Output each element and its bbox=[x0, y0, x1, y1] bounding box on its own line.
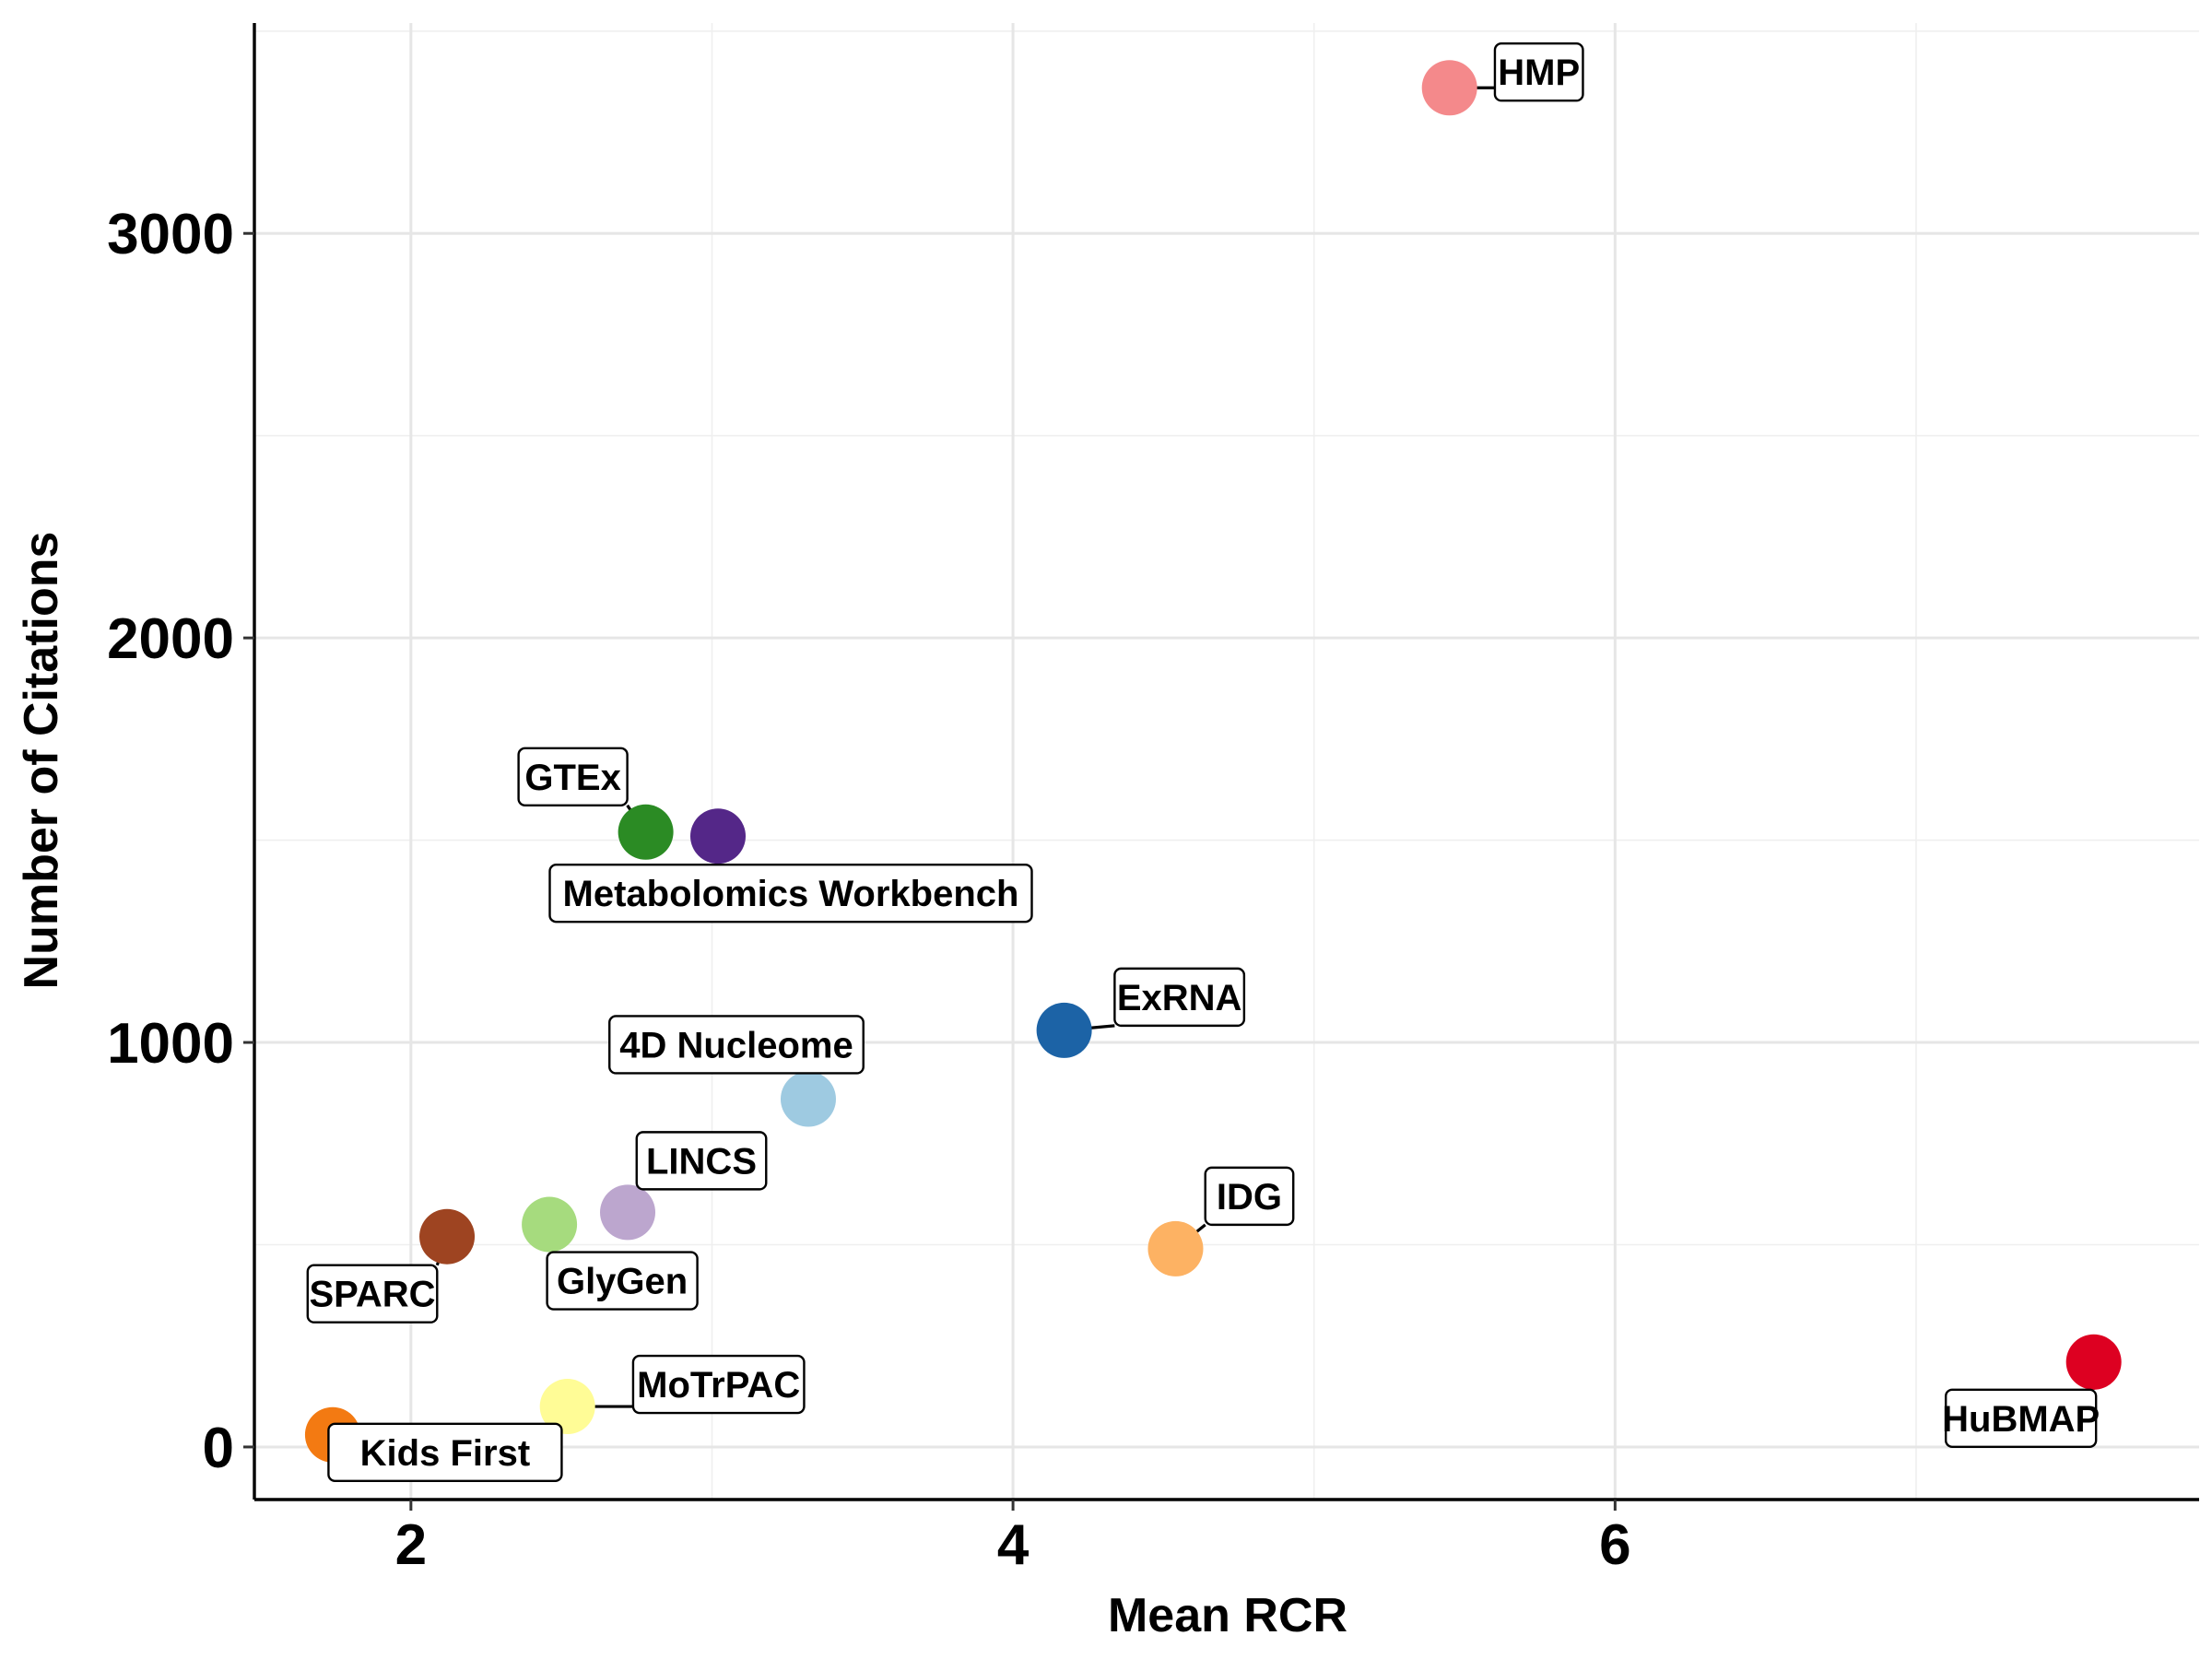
label-text-lincs: LINCS bbox=[646, 1141, 757, 1182]
x-axis-title: Mean RCR bbox=[1108, 1589, 1347, 1642]
label-box-glygen bbox=[546, 1251, 699, 1311]
point-motrpac bbox=[539, 1379, 595, 1435]
point-sparc bbox=[419, 1208, 476, 1265]
label-text-sparc: SPARC bbox=[310, 1275, 436, 1315]
label-exrna: ExRNA bbox=[1113, 967, 1246, 1028]
point-lincs bbox=[600, 1184, 656, 1241]
label-glygen: GlyGen bbox=[546, 1251, 699, 1311]
point-exrna bbox=[1036, 1002, 1092, 1058]
label-text-glygen: GlyGen bbox=[557, 1262, 688, 1302]
label-box-motrpac bbox=[631, 1354, 806, 1415]
x-tick-label: 2 bbox=[395, 1513, 427, 1577]
label-text-kids-first: Kids First bbox=[360, 1433, 530, 1474]
point-glygen bbox=[522, 1196, 578, 1253]
point-hmp bbox=[1421, 60, 1477, 116]
label-text-hubmap: HuBMAP bbox=[1942, 1399, 2100, 1440]
point-labels: HMP GTEx Metabolomics Workbench ExRNA 4D Nuc… bbox=[306, 42, 2100, 1482]
point-gtex bbox=[618, 804, 674, 860]
point-idg bbox=[1147, 1220, 1204, 1277]
axes: 2 4 6 0 1000 2000 3000 bbox=[107, 23, 2199, 1577]
point-4d-nucleome bbox=[780, 1071, 836, 1127]
label-idg: IDG bbox=[1204, 1166, 1295, 1227]
label-hmp: HMP bbox=[1493, 42, 1584, 102]
x-tick-label: 4 bbox=[997, 1513, 1030, 1577]
label-text-gtex: GTEx bbox=[524, 758, 620, 798]
label-kids-first: Kids First bbox=[327, 1422, 563, 1482]
point-metabolomics-workbench bbox=[690, 808, 747, 865]
y-tick-label: 0 bbox=[203, 1417, 234, 1480]
y-axis-title: Number of Citations bbox=[15, 532, 68, 990]
label-lincs: LINCS bbox=[635, 1131, 768, 1191]
label-box-exrna bbox=[1113, 967, 1246, 1028]
label-hubmap: HuBMAP bbox=[1942, 1388, 2100, 1448]
label-box-idg bbox=[1204, 1166, 1295, 1227]
label-gtex: GTEx bbox=[517, 747, 629, 807]
label-metabolomics-workbench: Metabolomics Workbench bbox=[548, 863, 1033, 924]
y-tick-label: 3000 bbox=[107, 203, 234, 266]
label-text-metabolomics-workbench: Metabolomics Workbench bbox=[563, 874, 1019, 914]
point-hubmap bbox=[2065, 1334, 2122, 1390]
label-box-kids-first bbox=[327, 1422, 563, 1482]
label-box-gtex bbox=[517, 747, 629, 807]
label-box-lincs bbox=[635, 1131, 768, 1191]
label-box-hubmap bbox=[1944, 1388, 2098, 1448]
label-text-hmp: HMP bbox=[1498, 53, 1580, 93]
grid bbox=[254, 23, 2199, 1500]
label-sparc: SPARC bbox=[306, 1264, 439, 1324]
x-tick-label: 6 bbox=[1599, 1513, 1630, 1577]
label-motrpac: MoTrPAC bbox=[631, 1354, 806, 1415]
label-4d-nucleome: 4D Nucleome bbox=[608, 1015, 865, 1075]
label-box-metabolomics-workbench bbox=[548, 863, 1033, 924]
y-tick-label: 1000 bbox=[107, 1012, 234, 1076]
label-box-hmp bbox=[1493, 42, 1584, 102]
label-text-4d-nucleome: 4D Nucleome bbox=[619, 1025, 853, 1065]
label-box-sparc bbox=[306, 1264, 439, 1324]
label-text-motrpac: MoTrPAC bbox=[637, 1365, 800, 1406]
label-text-idg: IDG bbox=[1217, 1177, 1282, 1218]
label-box-4d-nucleome bbox=[608, 1015, 865, 1075]
data-points bbox=[304, 60, 2122, 1463]
y-tick-label: 2000 bbox=[107, 607, 234, 671]
label-text-exrna: ExRNA bbox=[1117, 978, 1242, 1018]
